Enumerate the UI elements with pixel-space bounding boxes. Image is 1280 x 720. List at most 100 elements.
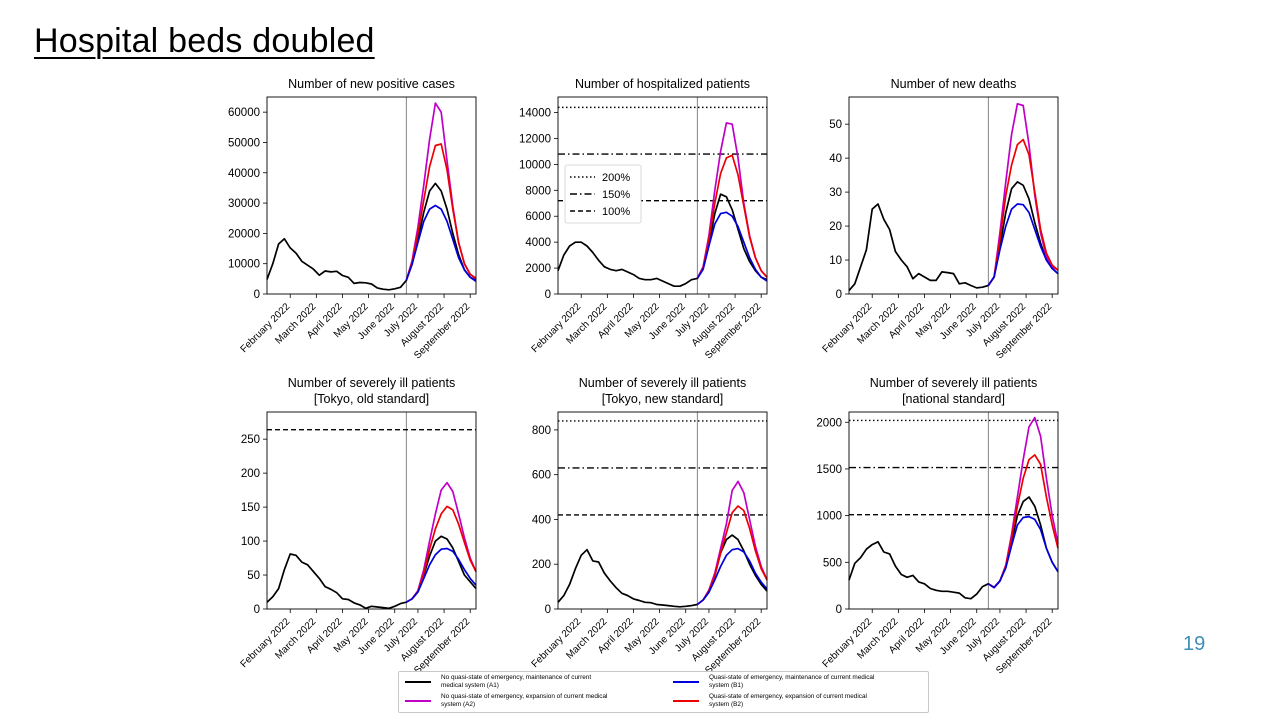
series-line-a2 [696,480,768,606]
series-line-b1 [405,547,477,603]
legend-swatch-b1 [673,680,699,683]
y-tick-label: 20 [829,221,842,233]
y-tick-label: 4000 [525,237,551,249]
series-line-a2 [696,122,768,279]
series-line-a1 [266,182,477,291]
legend-item-a2: No quasi-state of emergency, expansion o… [405,693,611,708]
y-tick-label: 0 [254,604,260,616]
series-line-b2 [987,454,1059,589]
series-line-b2 [696,505,768,606]
series-line-b2 [405,143,477,281]
plot-frame [557,411,768,610]
y-tick-label: 30 [829,187,842,199]
y-tick-label: 50 [829,119,842,131]
series-line-a2 [987,102,1059,286]
series-line-a1 [848,181,1059,292]
capacity-legend-label: 150% [602,189,630,201]
y-tick-label: 40 [829,153,842,165]
legend-label-b2: Quasi-state of emergency, expansion of c… [709,693,867,708]
y-tick-label: 150 [241,502,260,514]
legend: No quasi-state of emergency, maintenance… [398,671,929,713]
series-line-b1 [696,547,768,606]
chart-title-line: Number of severely ill patients [288,376,455,390]
y-tick-label: 100 [241,536,260,548]
legend-label-a2: No quasi-state of emergency, expansion o… [441,693,608,708]
chart-3: Number of new deaths01020304050February … [821,77,1059,361]
chart-1: Number of new positive cases 0 10000 20000 3… [228,77,477,361]
y-tick-label: 1500 [816,464,842,476]
legend-item-b2: Quasi-state of emergency, expansion of c… [673,693,879,708]
series-line-a1 [848,496,1059,600]
series-line-a1 [557,193,768,288]
y-tick-label: 250 [241,434,260,446]
legend-swatch-b2 [673,699,699,702]
plot-frame [557,96,768,295]
y-tick-label: 2000 [525,263,551,275]
plot-frame [266,411,477,610]
y-tick-label: 2000 [816,417,842,429]
chart-6: Number of severely ill patients [national… [816,376,1059,676]
y-tick-label: 60000 [228,107,260,119]
y-tick-label: 20000 [228,228,260,240]
chart-title-line: [Tokyo, old standard] [314,392,429,406]
capacity-legend-box [564,164,642,224]
y-tick-label: 500 [823,557,842,569]
series-line-b2 [405,505,477,603]
y-tick-label: 12000 [519,133,551,145]
chart-title-line: Number of new positive cases [288,77,455,91]
slide-title: Hospital beds doubled [34,22,375,60]
chart-title-line: Number of severely ill patients [870,376,1037,390]
chart-title-line: Number of severely ill patients [579,376,746,390]
series-line-b1 [987,203,1059,286]
y-tick-label: 0 [545,604,551,616]
chart-4: Number of severely ill patients [Tokyo, o… [239,376,477,676]
y-tick-label: 6000 [525,211,551,223]
legend-swatch-a1 [405,680,431,683]
y-tick-label: 0 [545,289,551,301]
plot-frame [266,96,477,295]
legend-label-b1: Quasi-state of emergency, maintenance of… [709,674,875,689]
chart-title-line: [national standard] [902,392,1005,406]
plot-frame [848,411,1059,610]
series-line-a2 [405,481,477,603]
chart-5: Number of severely ill patients [Tokyo, n… [530,376,768,676]
y-tick-label: 40000 [228,168,260,180]
y-tick-label: 50 [247,570,260,582]
y-tick-label: 800 [532,425,551,437]
y-tick-label: 8000 [525,185,551,197]
plot-frame [848,96,1059,295]
y-tick-label: 0 [254,289,260,301]
chart-2: Number of hospitalized patients 0 2000 4000… [519,77,768,361]
y-tick-label: 10000 [228,259,260,271]
series-line-b1 [987,515,1059,589]
legend-swatch-a2 [405,699,431,702]
legend-item-a1: No quasi-state of emergency, maintenance… [405,674,611,689]
y-tick-label: 0 [836,289,842,301]
chart-title-line: [Tokyo, new standard] [602,392,724,406]
series-line-a1 [557,534,768,608]
y-tick-label: 30000 [228,198,260,210]
y-tick-label: 10 [829,255,842,267]
y-tick-label: 0 [836,604,842,616]
chart-title-line: Number of new deaths [891,77,1017,91]
series-line-b1 [405,204,477,282]
y-tick-label: 600 [532,470,551,482]
page-number: 19 [1183,633,1206,655]
y-tick-label: 10000 [519,159,551,171]
legend-label-a1: No quasi-state of emergency, maintenance… [441,674,592,689]
y-tick-label: 200 [532,559,551,571]
series-line-b2 [696,154,768,279]
y-tick-label: 1000 [816,511,842,523]
series-line-b1 [696,211,768,282]
capacity-legend-label: 100% [602,206,630,218]
y-tick-label: 14000 [519,108,551,120]
y-tick-label: 50000 [228,137,260,149]
series-line-b2 [987,138,1059,286]
capacity-legend-label: 200% [602,172,630,184]
y-tick-label: 200 [241,468,260,480]
legend-item-b1: Quasi-state of emergency, maintenance of… [673,674,879,689]
chart-title-line: Number of hospitalized patients [575,77,750,91]
y-tick-label: 400 [532,514,551,526]
series-line-a1 [266,535,477,610]
